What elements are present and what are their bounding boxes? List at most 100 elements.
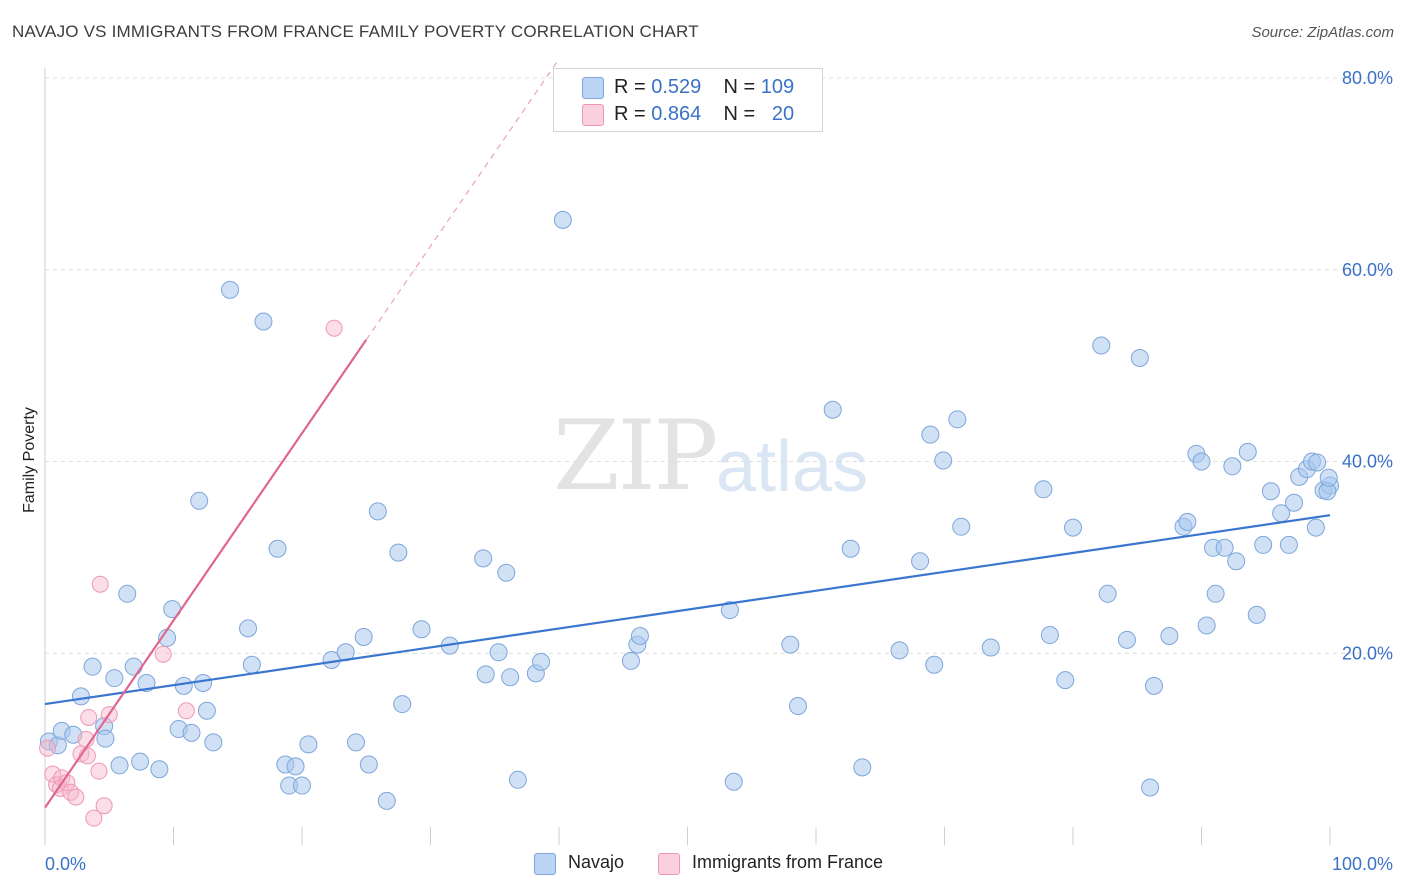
france-trend-line xyxy=(44,339,368,809)
navajo-point xyxy=(911,552,930,571)
france-point xyxy=(62,783,80,801)
navajo-swatch xyxy=(582,77,604,99)
navajo-point xyxy=(1319,468,1338,487)
watermark-zip: ZIP xyxy=(553,400,718,512)
navajo-point xyxy=(412,620,431,639)
x-tick-label-min: 0.0% xyxy=(45,854,86,874)
navajo-point xyxy=(853,758,872,777)
navajo-point xyxy=(83,657,102,676)
legend-r-value: 0.864 xyxy=(651,102,702,125)
legend-label-navajo: Navajo xyxy=(568,852,625,872)
navajo-point xyxy=(952,517,971,536)
navajo-trend-line xyxy=(44,514,1331,706)
navajo-point xyxy=(1227,552,1246,571)
navajo-point xyxy=(354,627,373,646)
navajo-point xyxy=(197,701,216,720)
france-trend-extension xyxy=(365,58,560,341)
navajo-point xyxy=(221,280,240,299)
navajo-point xyxy=(981,638,1000,657)
france-legend-swatch xyxy=(658,853,680,875)
navajo-point xyxy=(1308,453,1327,472)
navajo-point xyxy=(1117,630,1136,649)
navajo-point xyxy=(1034,480,1053,499)
navajo-point xyxy=(474,549,493,568)
navajo-point xyxy=(182,723,201,742)
navajo-legend-swatch xyxy=(534,853,556,875)
y-tick-label: 40.0% xyxy=(1342,452,1393,472)
navajo-point xyxy=(841,539,860,558)
navajo-point xyxy=(1178,512,1197,531)
navajo-point xyxy=(1254,535,1273,554)
france-point xyxy=(67,788,85,806)
y-tick-label: 80.0% xyxy=(1342,68,1393,88)
navajo-point xyxy=(1141,778,1160,797)
france-point xyxy=(95,797,113,815)
france-point xyxy=(325,319,343,337)
france-point xyxy=(39,739,57,757)
y-tick-label: 20.0% xyxy=(1342,643,1393,663)
navajo-point xyxy=(1064,518,1082,537)
navajo-point xyxy=(346,733,365,752)
navajo-point xyxy=(174,676,193,695)
stats-legend: R = 0.529 N = 109 R = 0.864 N = 20 xyxy=(553,68,823,132)
navajo-point xyxy=(1206,584,1225,603)
france-swatch xyxy=(582,104,604,126)
watermark-atlas: atlas xyxy=(716,427,869,507)
navajo-point xyxy=(96,729,115,748)
navajo-point xyxy=(1130,348,1149,367)
navajo-point xyxy=(368,502,387,521)
navajo-point xyxy=(925,655,944,674)
navajo-point xyxy=(553,210,572,229)
navajo-point xyxy=(1197,616,1216,635)
navajo-point xyxy=(1247,605,1266,624)
legend-r-label: R = xyxy=(614,75,652,98)
navajo-point xyxy=(393,695,412,714)
navajo-point xyxy=(890,641,909,660)
navajo-point xyxy=(921,425,940,444)
navajo-point xyxy=(1098,584,1117,603)
navajo-point xyxy=(71,687,90,706)
navajo-point xyxy=(118,584,137,603)
navajo-point xyxy=(1285,493,1304,512)
navajo-point xyxy=(131,752,150,771)
navajo-point xyxy=(254,312,273,331)
navajo-point xyxy=(781,635,800,654)
navajo-point xyxy=(1306,518,1325,537)
navajo-point xyxy=(359,755,378,774)
navajo-point xyxy=(489,643,508,662)
france-point xyxy=(90,762,108,780)
france-point xyxy=(80,708,98,726)
navajo-point xyxy=(194,673,213,692)
navajo-point xyxy=(124,657,143,676)
navajo-point xyxy=(268,539,287,558)
navajo-point xyxy=(1144,676,1163,695)
navajo-point xyxy=(64,725,83,744)
legend-r-value: 0.529 xyxy=(651,75,702,98)
navajo-point xyxy=(110,756,129,775)
navajo-point xyxy=(299,735,318,754)
source-label: Source: ZipAtlas.com xyxy=(1251,24,1394,41)
navajo-point xyxy=(150,760,169,779)
france-point xyxy=(177,702,195,720)
navajo-point xyxy=(1092,336,1111,355)
chart-title: NAVAJO VS IMMIGRANTS FROM FRANCE FAMILY … xyxy=(12,22,699,41)
navajo-point xyxy=(105,669,124,688)
navajo-point xyxy=(1040,626,1059,645)
navajo-point xyxy=(389,543,408,562)
france-point xyxy=(53,769,71,787)
navajo-point xyxy=(720,601,739,620)
navajo-point xyxy=(1215,538,1234,557)
navajo-point xyxy=(724,772,743,791)
navajo-point xyxy=(789,696,808,715)
navajo-point xyxy=(137,673,156,692)
france-point xyxy=(154,645,172,663)
y-tick-label: 60.0% xyxy=(1342,260,1393,280)
navajo-point xyxy=(948,410,967,429)
navajo-point xyxy=(1056,671,1075,690)
legend-r-label: R = xyxy=(614,102,652,125)
france-point xyxy=(91,575,109,593)
legend-n-value: 109 xyxy=(760,75,795,98)
navajo-point xyxy=(1261,482,1280,501)
navajo-point xyxy=(621,651,640,670)
